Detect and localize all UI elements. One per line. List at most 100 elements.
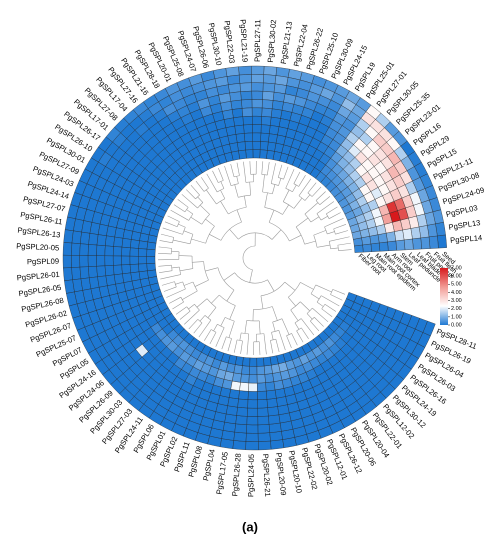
heat-cell: [63, 242, 72, 255]
dendro-branch: [165, 222, 177, 227]
dendro-branch: [285, 282, 295, 290]
dendro-branch: [305, 195, 310, 201]
dendro-branch: [199, 320, 211, 337]
gene-label: PgSPL26-01: [16, 270, 60, 283]
dendro-branch: [237, 176, 239, 184]
heat-cell: [265, 373, 274, 382]
dendro-branch: [201, 177, 208, 188]
dendro-branch: [221, 181, 224, 188]
heat-cell: [251, 74, 263, 83]
gene-label: PgSPL27-11: [253, 19, 263, 62]
heat-cell: [237, 142, 245, 151]
dendro-branch: [265, 193, 268, 208]
dendro-branch: [180, 269, 193, 271]
heat-cell: [257, 366, 265, 375]
dendro-branch: [324, 218, 343, 227]
heat-cell: [122, 265, 131, 274]
dendro-branch: [247, 334, 249, 355]
heat-cell: [229, 389, 239, 399]
dendro-branch: [234, 340, 237, 353]
dendro-branch: [312, 308, 328, 322]
heat-cell: [258, 399, 268, 408]
dendro-branch: [241, 341, 243, 354]
dendro-branch: [166, 289, 185, 297]
gene-label: PgSPL22-03: [222, 20, 236, 64]
dendro-branch: [200, 205, 209, 214]
heat-cell: [240, 83, 252, 92]
dendro-branch: [192, 262, 203, 263]
dendro-branch: [159, 247, 172, 249]
color-tick-label: 4.00: [451, 290, 462, 296]
dendro-branch: [292, 333, 298, 345]
heat-cell: [138, 256, 147, 264]
dendro-branch: [171, 251, 179, 252]
heat-cell: [252, 91, 263, 100]
dendro-branch: [325, 304, 336, 311]
heat-cell: [140, 233, 150, 242]
dendro-branch: [158, 253, 171, 254]
heat-cell: [72, 267, 81, 280]
color-tick-label: 2.00: [451, 306, 462, 312]
heat-cell: [80, 267, 89, 279]
dendro-branch: [262, 161, 263, 174]
gene-label: PgSPL13: [448, 218, 481, 232]
heat-cell: [246, 425, 258, 434]
heat-cell: [249, 366, 257, 374]
heat-cell: [147, 263, 156, 271]
heat-cell: [240, 382, 249, 391]
gene-label: PgSPL24-05: [246, 454, 256, 497]
heat-cell: [252, 116, 261, 125]
heat-cell: [80, 255, 89, 267]
heat-cell: [227, 75, 240, 85]
heat-cell: [246, 441, 259, 450]
heat-cell: [71, 243, 80, 255]
heat-cell: [235, 356, 243, 365]
heat-cell: [261, 116, 271, 125]
heat-cell: [266, 150, 274, 159]
heat-cell: [387, 241, 396, 251]
dendro-branch: [327, 232, 334, 234]
heat-cell: [72, 231, 82, 244]
heat-cell: [122, 256, 131, 265]
dendro-branch: [216, 328, 224, 347]
dendro-branch: [184, 282, 193, 286]
heat-cell: [239, 391, 249, 400]
dendro-branch: [184, 231, 193, 234]
dendro-branch: [237, 210, 242, 222]
gene-label: PgSPL17-05: [215, 451, 230, 495]
dendrogram: [158, 161, 352, 355]
heat-cell: [235, 125, 245, 134]
heat-cell: [394, 230, 404, 241]
color-legend: 0.001.002.003.004.005.006.007.00: [440, 265, 462, 328]
heat-cell: [264, 66, 277, 75]
dendro-branch: [176, 307, 187, 315]
dendro-branch: [178, 199, 188, 207]
dendro-branch: [196, 181, 204, 191]
heat-cell: [63, 255, 72, 268]
dendro-branch: [272, 230, 281, 240]
heat-cell: [257, 383, 266, 392]
dendro-branch: [286, 169, 294, 188]
dendro-branch: [221, 317, 225, 326]
gene-label: PgSPL09: [27, 257, 59, 267]
heat-cell: [378, 233, 388, 243]
heat-cell: [412, 238, 421, 250]
heat-cell: [105, 236, 114, 247]
heat-cell: [114, 274, 124, 284]
dendro-branch: [191, 185, 200, 195]
heat-cell: [232, 108, 243, 117]
dendro-branch: [191, 217, 202, 224]
heat-cell: [247, 408, 258, 417]
dendro-branch: [160, 240, 173, 242]
dendro-branch: [164, 287, 176, 292]
heat-cell: [113, 246, 122, 256]
heat-cell: [114, 237, 123, 247]
dendro-arc: [243, 246, 255, 270]
heat-cell: [71, 255, 80, 267]
dendro-branch: [158, 265, 171, 266]
heat-cell: [106, 275, 116, 286]
color-tick-label: 0.00: [451, 322, 462, 328]
gene-label: PgSPL26-13: [17, 226, 61, 240]
dendro-branch: [279, 178, 281, 185]
